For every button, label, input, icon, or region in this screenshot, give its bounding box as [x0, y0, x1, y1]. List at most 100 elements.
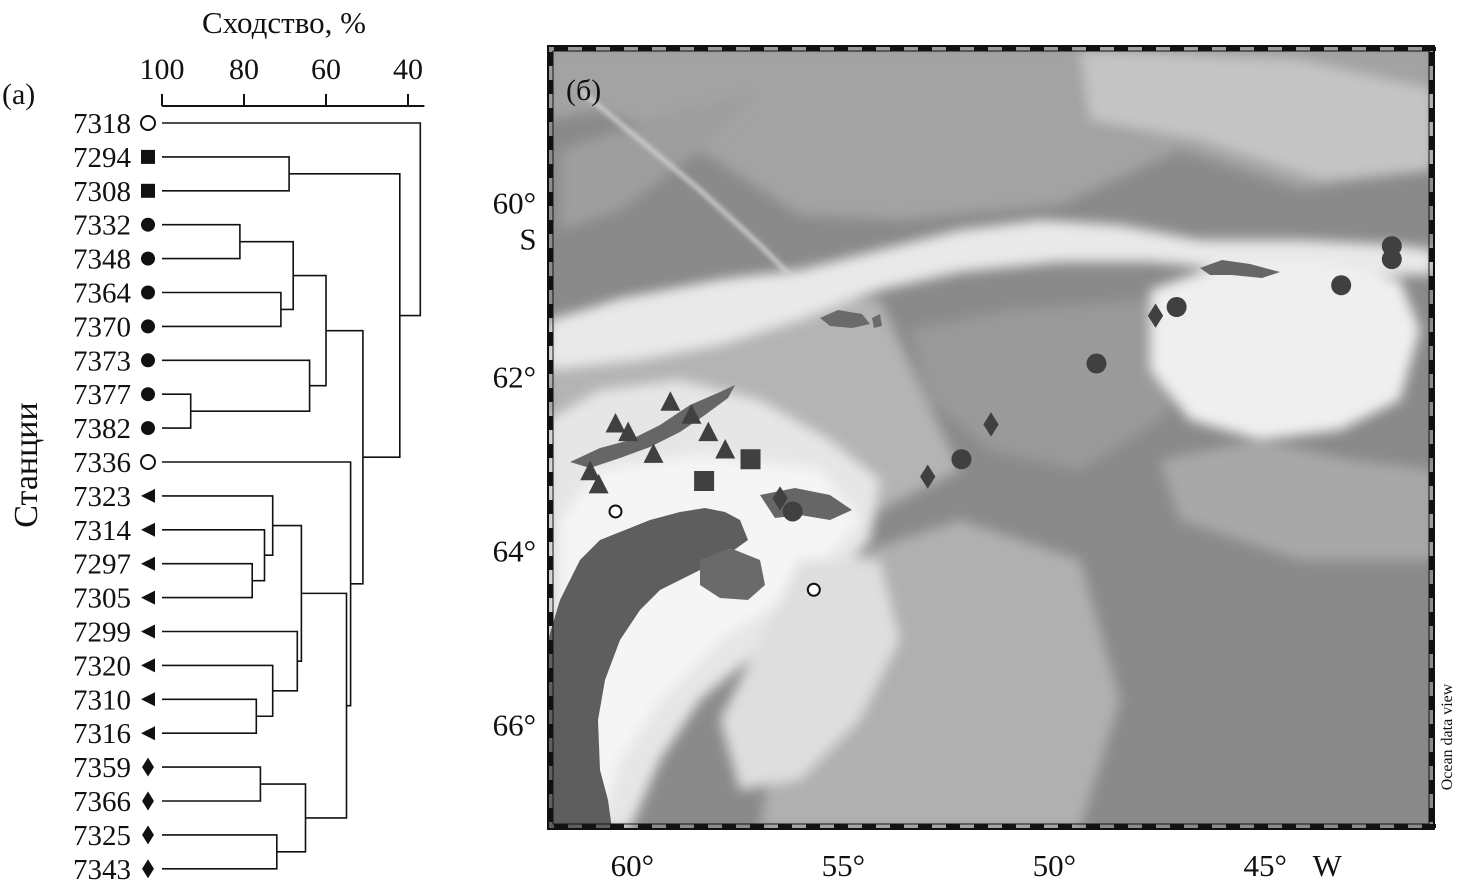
frame-tick: [1198, 824, 1212, 828]
station-symbol-circle: [141, 285, 155, 300]
frame-tick: [834, 47, 848, 51]
frame-tick: [862, 47, 876, 51]
frame-tick: [549, 192, 553, 206]
frame-tick: [1198, 47, 1212, 51]
station-label: 7310: [73, 684, 131, 716]
station-label: 7366: [73, 786, 131, 818]
map-station-square: [740, 449, 761, 470]
frame-tick: [1429, 612, 1433, 626]
dendrogram-panel: (а) Сходство, % Станции 100 80 60 40 731872…: [2, 5, 425, 886]
map-station-diamond: [1147, 303, 1164, 328]
frame-tick: [1114, 47, 1128, 51]
antarctic-peninsula: [548, 508, 748, 829]
station-symbol-triangle-left: [141, 658, 155, 673]
frame-tick: [549, 780, 553, 794]
dendrogram-branch: [162, 529, 266, 582]
frame-tick: [1366, 47, 1380, 51]
frame-tick: [862, 824, 876, 828]
dendrogram-tree: [162, 122, 422, 870]
frame-tick: [1429, 808, 1433, 822]
elephant-island: [820, 310, 870, 328]
frame-tick: [549, 528, 553, 542]
frame-tick: [890, 824, 904, 828]
frame-tick: [750, 47, 764, 51]
frame-tick: [549, 640, 553, 654]
frame-tick: [582, 47, 596, 51]
map-area: [548, 46, 1434, 829]
map-station-triangle: [605, 412, 626, 433]
station-label: 7373: [73, 345, 131, 377]
station-symbol-triangle-left: [141, 488, 155, 503]
latitude-label: 64°: [493, 534, 536, 569]
map-station-triangle: [660, 391, 681, 411]
frame-tick: [554, 824, 568, 828]
longitude-label: 55°: [822, 848, 865, 883]
frame-tick: [549, 164, 553, 178]
map-station-triangle: [715, 439, 736, 459]
frame-tick: [1030, 47, 1044, 51]
longitude-label: 50°: [1033, 848, 1076, 883]
frame-tick: [1226, 47, 1240, 51]
frame-tick: [1310, 47, 1324, 51]
station-symbol-circle: [141, 353, 155, 368]
frame-tick: [1429, 500, 1433, 514]
frame-tick: [974, 824, 988, 828]
frame-tick: [549, 556, 553, 570]
frame-tick: [1429, 164, 1433, 178]
frame-tick: [1429, 724, 1433, 738]
frame-tick: [549, 360, 553, 374]
station-markers: [580, 236, 1402, 597]
frame-tick: [890, 47, 904, 51]
station-symbol-triangle-left: [141, 522, 155, 537]
frame-tick: [549, 584, 553, 598]
station-symbol-triangle-left: [141, 556, 155, 571]
dendrogram-branch: [162, 630, 299, 692]
ocean-data-view-credit: Ocean data view: [1439, 683, 1456, 790]
frame-tick: [974, 47, 988, 51]
frame-tick: [1429, 360, 1433, 374]
station-symbol-triangle-left: [141, 692, 155, 707]
frame-tick: [1429, 556, 1433, 570]
frame-tick: [610, 824, 624, 828]
frame-tick: [918, 824, 932, 828]
map-station-circle: [782, 501, 803, 522]
station-label: 7294: [73, 142, 132, 174]
similarity-tick-label: 60: [311, 53, 341, 86]
station-label: 7336: [73, 447, 131, 479]
frame-tick: [694, 824, 708, 828]
frame-tick: [1226, 824, 1240, 828]
station-symbol-square: [141, 149, 155, 164]
station-label: 7377: [73, 379, 131, 411]
frame-tick: [1086, 824, 1100, 828]
frame-tick: [549, 136, 553, 150]
longitude-label: 60°: [611, 848, 654, 883]
frame-tick: [1429, 332, 1433, 346]
frame-tick: [750, 824, 764, 828]
dendrogram-branch: [239, 240, 294, 311]
south-shetland-islands: [570, 385, 735, 468]
frame-tick: [1429, 444, 1433, 458]
map-station-circle: [1381, 249, 1402, 270]
frame-tick: [638, 47, 652, 51]
map-station-triangle: [643, 443, 664, 463]
frame-tick: [694, 47, 708, 51]
frame-tick: [1429, 136, 1433, 150]
dendrogram-branch: [162, 156, 290, 192]
frame-tick: [946, 824, 960, 828]
frame-tick: [549, 416, 553, 430]
frame-tick: [1429, 752, 1433, 766]
frame-tick: [1429, 192, 1433, 206]
station-symbol-circle-open: [140, 115, 156, 131]
frame-tick: [1002, 824, 1016, 828]
frame-tick: [549, 752, 553, 766]
frame-tick: [1254, 47, 1268, 51]
map-station-circle: [1086, 353, 1107, 374]
dendrogram-branch: [162, 495, 274, 557]
station-symbol-circle-open: [140, 454, 156, 470]
station-labels: 7318729473087332734873647370737373777382…: [73, 108, 156, 886]
station-symbol-triangle-left: [141, 624, 155, 639]
station-symbol-circle: [141, 387, 155, 402]
station-label: 7332: [73, 210, 131, 242]
frame-tick: [549, 444, 553, 458]
james-ross-island: [700, 548, 765, 600]
